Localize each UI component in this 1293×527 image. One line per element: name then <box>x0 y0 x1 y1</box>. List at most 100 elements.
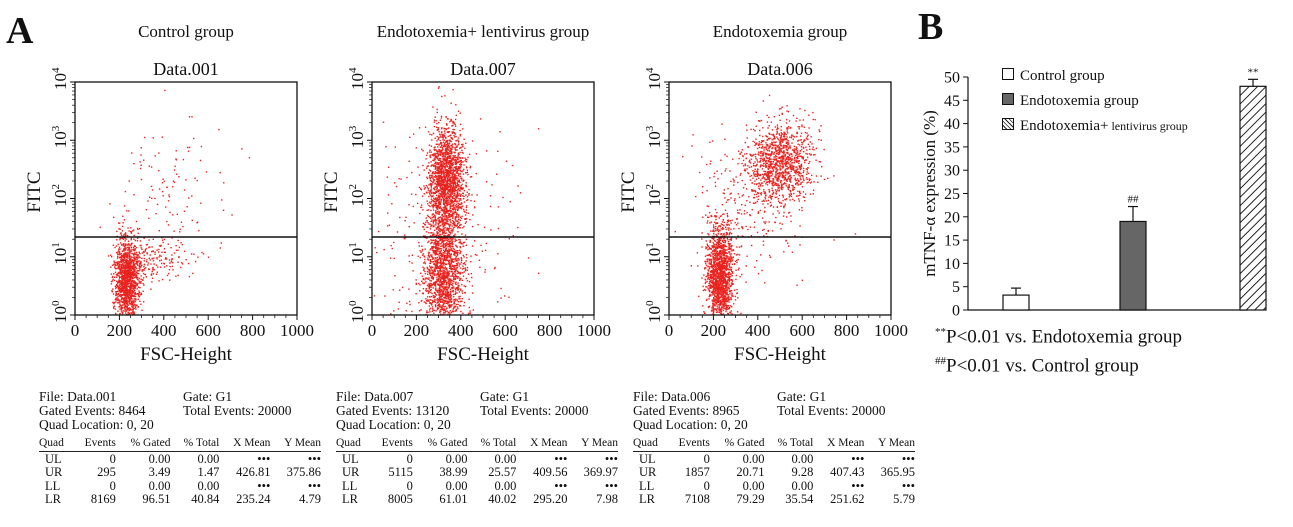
table-row: LR 8005 61.01 40.02 295.20 7.98 <box>336 492 618 507</box>
column-header: % Total <box>467 437 517 452</box>
table-cell: 7.98 <box>596 492 618 506</box>
table-cell: 251.62 <box>830 492 865 506</box>
file-line-right: Gate: G1 <box>777 389 827 404</box>
table-cell: 0.00 <box>197 478 220 493</box>
x-tick-label: 1000 <box>577 321 611 340</box>
table-cell: 61.01 <box>439 492 468 506</box>
y-tick-label: 15 <box>944 233 960 250</box>
stats-block: File: Data.007 Gate: G1 Gated Events: 1312… <box>336 390 589 432</box>
plot-frame <box>371 81 595 316</box>
y-axis-label: FITC <box>618 171 639 212</box>
table-cell: 375.86 <box>286 465 321 479</box>
column-header: % Total <box>764 437 814 452</box>
x-tick-label: 200 <box>107 321 133 340</box>
table-cell: ••• <box>604 478 618 493</box>
table-row: LR 7108 79.29 35.54 251.62 5.79 <box>633 492 915 507</box>
table-cell: 38.99 <box>439 465 468 479</box>
file-line-left: File: Data.006 <box>633 389 711 404</box>
table-cell: 0 <box>703 478 710 493</box>
table-cell: ••• <box>851 478 865 493</box>
y-tick-label: 104 <box>644 67 664 90</box>
table-cell: LL <box>45 478 61 493</box>
events-line: Gated Events: 13120 Total Events: 20000 <box>336 404 589 418</box>
table-row: UL 0 0.00 0.00 ••• ••• <box>336 451 618 466</box>
y-tick-label: 0 <box>952 303 960 320</box>
table-cell: UL <box>639 451 656 466</box>
quad-location-line-left: Quad Location: 0, 20 <box>336 417 451 432</box>
table-cell: 35.54 <box>785 492 814 506</box>
x-tick-label: 800 <box>240 321 266 340</box>
group-title: Control group <box>138 22 234 41</box>
table-cell: 9.28 <box>791 465 814 479</box>
legend-label: Endotoxemia group <box>1020 93 1139 109</box>
events-line: Gated Events: 8464 Total Events: 20000 <box>39 404 292 418</box>
significance-annotation: ** <box>1248 66 1259 78</box>
column-header: % Gated <box>115 437 171 452</box>
y-tick-label: 103 <box>347 125 367 148</box>
quad-table-header: Quad Events% Gated% Total X Mean Y Mean <box>336 437 618 452</box>
y-tick-label: 102 <box>50 184 70 207</box>
table-cell: LL <box>342 478 358 493</box>
stats-block: File: Data.006 Gate: G1 Gated Events: 8965… <box>633 390 886 432</box>
x-axis-label: FSC-Height <box>734 344 827 365</box>
y-tick-label: 103 <box>50 125 70 148</box>
table-cell: 0 <box>406 478 413 493</box>
column-header: Events <box>667 437 710 452</box>
y-tick-label: 102 <box>347 184 367 207</box>
quad-location-line: Quad Location: 0, 20 <box>336 418 589 432</box>
table-cell: 96.51 <box>142 492 171 506</box>
quad-table-body: UL 0 0.00 0.00 ••• ••• UR 1857 20.71 9.28 407.43 36… <box>633 451 915 507</box>
events-line-left: Gated Events: 13120 <box>336 403 450 418</box>
x-tick-label: 800 <box>834 321 860 340</box>
column-header: Y Mean <box>270 437 321 452</box>
table-cell: 5115 <box>388 465 413 479</box>
table-cell: 0.00 <box>791 478 814 493</box>
legend-swatch <box>1002 68 1014 80</box>
legend-item: Endotoxemia+ lentivirus group <box>1002 118 1188 135</box>
quad-location-line-left: Quad Location: 0, 20 <box>633 417 748 432</box>
y-tick-label: 45 <box>944 93 960 110</box>
plot-frame <box>668 81 892 316</box>
table-cell: 8005 <box>387 492 413 506</box>
table-row: UR 295 3.49 1.47 426.81 375.86 <box>39 465 321 480</box>
bar <box>1119 220 1147 311</box>
table-cell: 409.56 <box>533 465 568 479</box>
table-cell: ••• <box>554 451 568 466</box>
scatter-plot: 0 200 400 600 800 1000 100 101 102 103 104 FITC FSC-… <box>321 67 611 365</box>
bar <box>1002 294 1030 311</box>
table-cell: LL <box>639 478 655 493</box>
x-tick-label: 0 <box>368 321 377 340</box>
x-axis-label: FSC-Height <box>437 344 530 365</box>
table-cell: 40.84 <box>191 492 220 506</box>
y-tick-label: 101 <box>50 242 70 265</box>
table-cell: ••• <box>257 451 271 466</box>
table-cell: 79.29 <box>736 492 765 506</box>
quad-table: Quad Events% Gated% Total X Mean Y Mean UL 0 0… <box>39 437 321 507</box>
table-cell: 235.24 <box>236 492 271 506</box>
x-tick-label: 1000 <box>874 321 908 340</box>
significance-text: P<0.01 vs. Endotoxemia group <box>946 326 1183 348</box>
x-tick-label: 600 <box>195 321 221 340</box>
significance-text: P<0.01 vs. Control group <box>946 355 1139 377</box>
quad-table-header: Quad Events% Gated% Total X Mean Y Mean <box>633 437 915 452</box>
file-line: File: Data.001 Gate: G1 <box>39 390 292 404</box>
table-cell: 0 <box>406 451 413 466</box>
x-tick-label: 600 <box>492 321 518 340</box>
table-cell: UL <box>342 451 359 466</box>
panel-a-letter: A <box>6 10 34 52</box>
plot-frame <box>74 81 298 316</box>
quad-table-body: UL 0 0.00 0.00 ••• ••• UR 5115 38.99 25.57 409.56 3… <box>336 451 618 507</box>
x-axis-label: FSC-Height <box>140 344 233 365</box>
y-tick-label: 50 <box>944 70 960 87</box>
legend-swatch <box>1002 118 1014 130</box>
column-header: Quad <box>39 437 74 452</box>
table-row: LR 8169 96.51 40.84 235.24 4.79 <box>39 492 321 507</box>
scatter-points <box>373 86 540 316</box>
y-tick-label: 30 <box>944 163 960 180</box>
table-row: LL 0 0.00 0.00 ••• ••• <box>39 478 321 494</box>
events-line: Gated Events: 8965 Total Events: 20000 <box>633 404 886 418</box>
y-tick-label: 40 <box>944 116 960 133</box>
x-tick-label: 0 <box>665 321 674 340</box>
scatter-points <box>99 89 251 316</box>
table-cell: 426.81 <box>236 465 271 479</box>
